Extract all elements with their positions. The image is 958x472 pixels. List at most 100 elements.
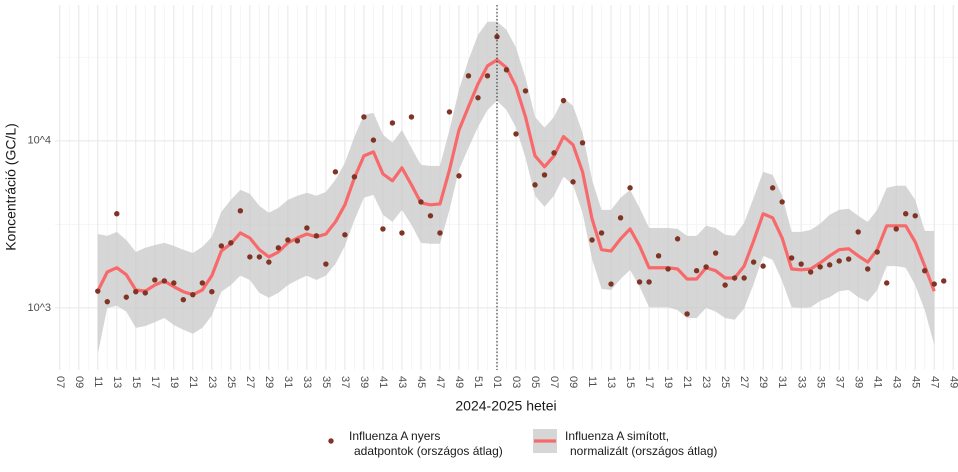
data-point — [865, 266, 871, 272]
x-tick-label: 41 — [871, 376, 883, 388]
data-point — [941, 278, 947, 284]
data-point — [513, 131, 519, 137]
data-point — [769, 185, 776, 191]
x-tick-label: 39 — [852, 376, 864, 388]
data-point — [418, 199, 424, 205]
data-point — [788, 255, 795, 261]
data-point — [465, 73, 472, 79]
x-tick-label: 41 — [377, 376, 389, 388]
data-point — [237, 208, 244, 214]
x-tick-label: 05 — [529, 376, 541, 388]
x-tick-label: 29 — [263, 376, 275, 388]
x-tick-label: 13 — [111, 376, 123, 388]
legend-label: Influenza A nyers adatpontok (országos át… — [349, 429, 503, 458]
x-tick-label: 07 — [548, 376, 560, 388]
data-point — [304, 225, 310, 231]
data-point — [560, 97, 567, 104]
data-point — [361, 114, 367, 120]
data-point — [826, 262, 833, 268]
data-point — [399, 230, 405, 236]
data-point — [247, 254, 253, 260]
data-point — [114, 211, 120, 217]
data-point — [142, 290, 148, 296]
data-point — [684, 311, 690, 317]
x-tick-label: 19 — [168, 376, 180, 388]
data-point — [884, 280, 890, 286]
data-point — [579, 140, 586, 146]
x-tick-label: 27 — [244, 376, 256, 388]
x-tick-label: 13 — [605, 376, 617, 388]
data-point — [456, 173, 462, 179]
data-point — [294, 238, 301, 244]
legend-marker — [328, 438, 334, 444]
y-tick-label: 10^4 — [27, 135, 51, 147]
data-point — [446, 109, 453, 115]
data-point — [285, 237, 291, 243]
data-point — [617, 215, 624, 221]
data-point — [95, 288, 101, 294]
x-tick-label: 37 — [339, 376, 351, 388]
data-point — [874, 249, 880, 255]
data-point — [931, 281, 937, 287]
data-point — [855, 229, 861, 235]
data-point — [228, 240, 234, 246]
x-tick-label: 23 — [206, 376, 218, 388]
data-point — [351, 174, 358, 180]
data-point — [845, 256, 852, 262]
data-point — [437, 230, 443, 236]
x-tick-label: 47 — [928, 376, 940, 388]
x-tick-label: 49 — [947, 376, 958, 388]
data-point — [475, 95, 481, 101]
x-tick-label: 09 — [73, 376, 85, 388]
y-tick-label: 10^3 — [27, 302, 51, 314]
data-point — [133, 289, 139, 295]
data-point — [199, 280, 206, 286]
x-tick-label: 03 — [510, 376, 522, 388]
data-point — [427, 213, 434, 219]
data-point — [209, 289, 215, 295]
x-tick-label: 27 — [738, 376, 750, 388]
data-point — [722, 282, 728, 288]
data-point — [570, 179, 576, 185]
x-tick-label: 43 — [396, 376, 408, 388]
data-point — [760, 263, 766, 269]
x-tick-label: 19 — [662, 376, 674, 388]
data-point — [541, 172, 548, 178]
data-point — [912, 213, 918, 219]
data-point — [484, 73, 491, 79]
x-tick-label: 39 — [358, 376, 370, 388]
x-tick-label: 45 — [909, 376, 921, 388]
data-point — [836, 258, 842, 264]
x-tick-label: 15 — [624, 376, 636, 388]
y-axis-title: Koncentráció (GC/L) — [3, 123, 19, 251]
data-point — [503, 67, 510, 73]
x-tick-label: 43 — [890, 376, 902, 388]
data-point — [104, 298, 110, 305]
x-tick-label: 31 — [776, 376, 788, 388]
data-point — [779, 199, 785, 205]
data-point — [275, 245, 282, 251]
smoothed-line — [96, 58, 936, 297]
x-tick-label: 09 — [567, 376, 579, 388]
data-point — [750, 259, 757, 265]
data-point — [665, 266, 671, 272]
x-tick-label: 49 — [453, 376, 465, 388]
data-point — [171, 280, 177, 286]
data-point — [712, 250, 719, 256]
data-point — [389, 120, 396, 126]
data-point — [807, 269, 814, 275]
x-tick-label: 25 — [719, 376, 731, 388]
x-tick-label: 15 — [130, 376, 142, 388]
x-tick-label: 29 — [757, 376, 769, 388]
legend-label: Influenza A simított, normalizált (ország… — [565, 429, 717, 458]
x-tick-label: 45 — [415, 376, 427, 388]
data-point — [342, 232, 348, 238]
data-point — [123, 294, 129, 300]
data-point — [922, 267, 928, 274]
x-tick-label: 11 — [92, 376, 104, 387]
data-point — [408, 114, 415, 120]
data-point — [522, 88, 529, 94]
data-point — [380, 226, 386, 232]
data-point — [152, 277, 158, 283]
